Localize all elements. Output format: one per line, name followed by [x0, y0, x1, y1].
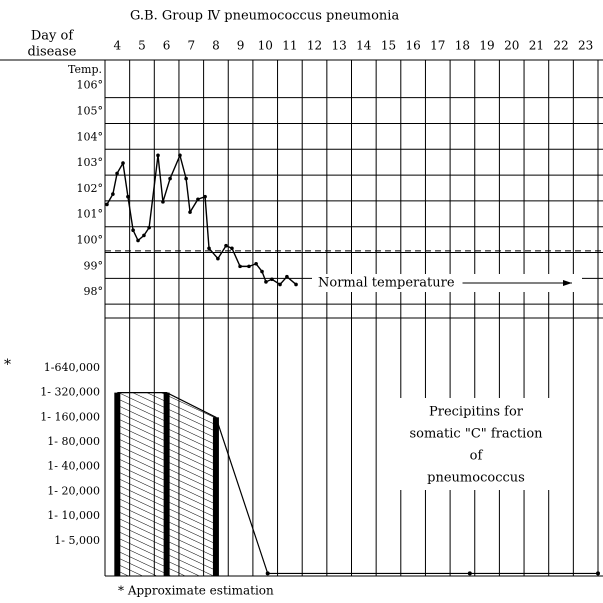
point: [115, 171, 119, 176]
y-tick-label: 1- 10,000: [47, 509, 100, 522]
x-axis-label: Day of: [31, 29, 74, 44]
point: [265, 571, 270, 576]
annotation: Normal temperature: [318, 276, 455, 291]
y-tick-label: 1- 80,000: [47, 435, 100, 448]
bar: [212, 417, 219, 576]
point: [126, 194, 130, 199]
x-tick-label: 8: [212, 39, 220, 53]
point: [467, 571, 472, 576]
y-tick-label: 104°: [77, 130, 104, 143]
point: [131, 228, 135, 233]
y-axis-label: Temp.: [68, 63, 102, 76]
point: [230, 246, 234, 251]
x-tick-label: 10: [258, 39, 273, 53]
line: [106, 153, 297, 286]
x-tick-label: 15: [381, 39, 396, 53]
footnote: * Approximate estimation: [118, 584, 274, 598]
point: [294, 282, 298, 287]
point: [168, 176, 172, 181]
point: [270, 277, 274, 282]
y-tick-label: 102°: [77, 182, 104, 195]
annotation: Precipitins for: [429, 405, 524, 420]
y-tick-label: 98°: [84, 285, 104, 298]
x-tick-label: 16: [405, 39, 420, 53]
point: [203, 194, 207, 199]
point: [121, 161, 125, 165]
x-tick-label: 19: [479, 39, 494, 53]
y-tick-label: 1- 5,000: [54, 534, 100, 547]
point: [196, 197, 200, 202]
x-tick-label: 22: [553, 39, 568, 53]
x-tick-label: 18: [455, 39, 470, 53]
x-tick-label: 12: [307, 39, 322, 53]
annotation: somatic "C" fraction: [409, 427, 543, 442]
point: [188, 210, 192, 214]
point: [142, 233, 146, 238]
x-tick-label: 21: [529, 39, 544, 53]
y-tick-label: 1- 320,000: [40, 386, 100, 399]
point: [260, 269, 264, 274]
point: [156, 153, 160, 158]
y-tick-label: 100°: [77, 234, 104, 247]
x-tick-label: 20: [504, 39, 519, 53]
x-tick-label: 23: [578, 39, 593, 53]
x-tick-label: 7: [187, 39, 195, 53]
x-tick-label: 9: [237, 39, 245, 53]
point: [254, 261, 258, 266]
y-tick-label: 1-640,000: [44, 361, 100, 374]
label-background: [312, 274, 582, 292]
x-tick-label: 14: [356, 39, 372, 53]
x-tick-label: 5: [138, 39, 146, 53]
x-tick-label: 4: [114, 39, 122, 53]
point: [278, 282, 282, 287]
point: [161, 200, 165, 204]
y-tick-label: 103°: [77, 156, 104, 169]
point: [596, 571, 600, 576]
point: [285, 274, 289, 279]
point: [207, 246, 211, 251]
y-tick-label: 101°: [77, 208, 104, 221]
point: [136, 238, 140, 243]
y-tick-label: 1- 160,000: [40, 410, 100, 423]
tick-marker: *: [4, 357, 11, 373]
label-background: [392, 398, 560, 490]
annotation: pneumococcus: [427, 471, 525, 486]
point: [147, 225, 151, 230]
annotation: of: [470, 449, 484, 464]
x-axis-label: disease: [28, 45, 77, 60]
point: [224, 243, 228, 248]
arrow-head: [563, 280, 572, 286]
x-tick-label: 11: [282, 39, 297, 53]
bar: [114, 392, 121, 576]
bar: [163, 392, 170, 576]
point: [111, 192, 115, 196]
line: [117, 392, 598, 575]
y-tick-label: 99°: [84, 259, 104, 272]
y-tick-label: 106°: [77, 79, 104, 92]
chart-title: G.B. Group Ⅳ pneumococcus pneumonia: [130, 9, 399, 24]
y-tick-label: 1- 20,000: [47, 484, 100, 497]
point: [216, 256, 220, 261]
x-tick-label: 13: [332, 39, 347, 53]
point: [105, 202, 109, 207]
x-tick-label: 17: [430, 39, 445, 53]
x-tick-label: 6: [163, 39, 171, 53]
point: [247, 264, 251, 269]
y-tick-label: 1- 40,000: [47, 460, 100, 473]
y-tick-label: 105°: [77, 104, 104, 117]
point: [264, 280, 268, 284]
point: [178, 153, 182, 158]
point: [238, 264, 242, 269]
point: [184, 176, 188, 181]
